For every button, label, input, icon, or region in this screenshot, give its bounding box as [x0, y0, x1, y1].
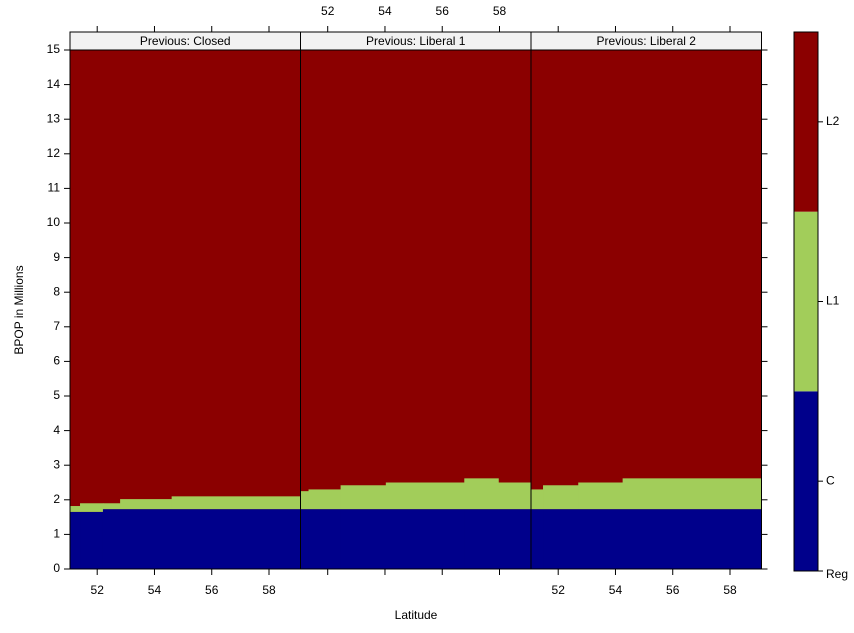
level-cell — [70, 511, 81, 569]
colorkey-swatch — [794, 211, 818, 392]
level-cell — [622, 509, 762, 569]
x-tick-label: 56 — [666, 583, 680, 597]
y-tick-label: 15 — [47, 42, 61, 56]
level-cell — [300, 509, 309, 569]
level-cell — [340, 509, 387, 569]
level-cell — [300, 491, 309, 510]
level-cell — [102, 509, 121, 569]
x-tick-label: 54 — [378, 4, 392, 18]
y-tick-label: 10 — [47, 215, 61, 229]
level-cell — [340, 485, 387, 510]
level-cell — [498, 482, 532, 510]
x-tick-label: 56 — [436, 4, 450, 18]
colorkey-swatch — [794, 391, 818, 571]
level-cell — [308, 509, 341, 569]
x-tick-label: 52 — [321, 4, 335, 18]
panel-title: Previous: Liberal 1 — [366, 34, 466, 48]
colorkey-label: L2 — [826, 114, 840, 128]
x-tick-label: 52 — [552, 583, 566, 597]
x-tick-label: 58 — [262, 583, 276, 597]
level-cell — [385, 482, 465, 510]
colorkey-label: C — [826, 473, 835, 487]
level-cell — [622, 478, 762, 510]
level-cell — [120, 499, 173, 510]
y-tick-label: 3 — [53, 457, 60, 471]
y-tick-label: 8 — [53, 284, 60, 298]
x-tick-label: 58 — [723, 583, 737, 597]
level-cell — [578, 509, 624, 569]
panel-title: Previous: Liberal 2 — [597, 34, 697, 48]
level-cell — [543, 509, 579, 569]
x-tick-label: 58 — [493, 4, 507, 18]
level-cell — [543, 485, 579, 510]
x-axis-label: Latitude — [395, 608, 438, 622]
level-cell — [578, 482, 624, 510]
y-tick-label: 7 — [53, 319, 60, 333]
y-tick-label: 4 — [53, 423, 60, 437]
x-tick-label: 56 — [205, 583, 219, 597]
level-cell — [498, 509, 532, 569]
y-tick-label: 13 — [47, 111, 61, 125]
level-cell — [171, 496, 301, 510]
level-cell — [531, 489, 544, 510]
y-tick-label: 0 — [53, 561, 60, 575]
level-cell — [464, 509, 499, 569]
level-cell — [385, 509, 465, 569]
level-cell — [80, 511, 104, 569]
panel-border — [530, 49, 762, 570]
level-cell — [102, 503, 121, 510]
y-tick-label: 1 — [53, 527, 60, 541]
y-tick-label: 14 — [47, 77, 61, 91]
level-cell — [80, 503, 104, 512]
level-cell — [531, 509, 544, 569]
level-cell — [308, 489, 341, 510]
x-tick-label: 52 — [91, 583, 105, 597]
y-tick-label: 2 — [53, 492, 60, 506]
y-tick-label: 11 — [48, 181, 61, 195]
y-tick-label: 9 — [53, 250, 60, 264]
y-tick-label: 5 — [53, 388, 60, 402]
colorkey-label: L1 — [826, 294, 840, 308]
level-cell — [70, 506, 81, 512]
colorkey-label: Reg — [826, 567, 848, 581]
colorkey-swatch — [794, 32, 818, 212]
level-cell — [464, 478, 499, 510]
y-tick-label: 12 — [47, 146, 61, 160]
panel-title: Previous: Closed — [140, 34, 231, 48]
x-tick-label: 54 — [148, 583, 162, 597]
panel-background — [70, 50, 301, 569]
level-cell — [120, 509, 173, 569]
x-tick-label: 54 — [609, 583, 623, 597]
level-cell — [171, 509, 301, 569]
y-axis-label: BPOP in Millions — [12, 265, 26, 354]
y-tick-label: 6 — [53, 354, 60, 368]
